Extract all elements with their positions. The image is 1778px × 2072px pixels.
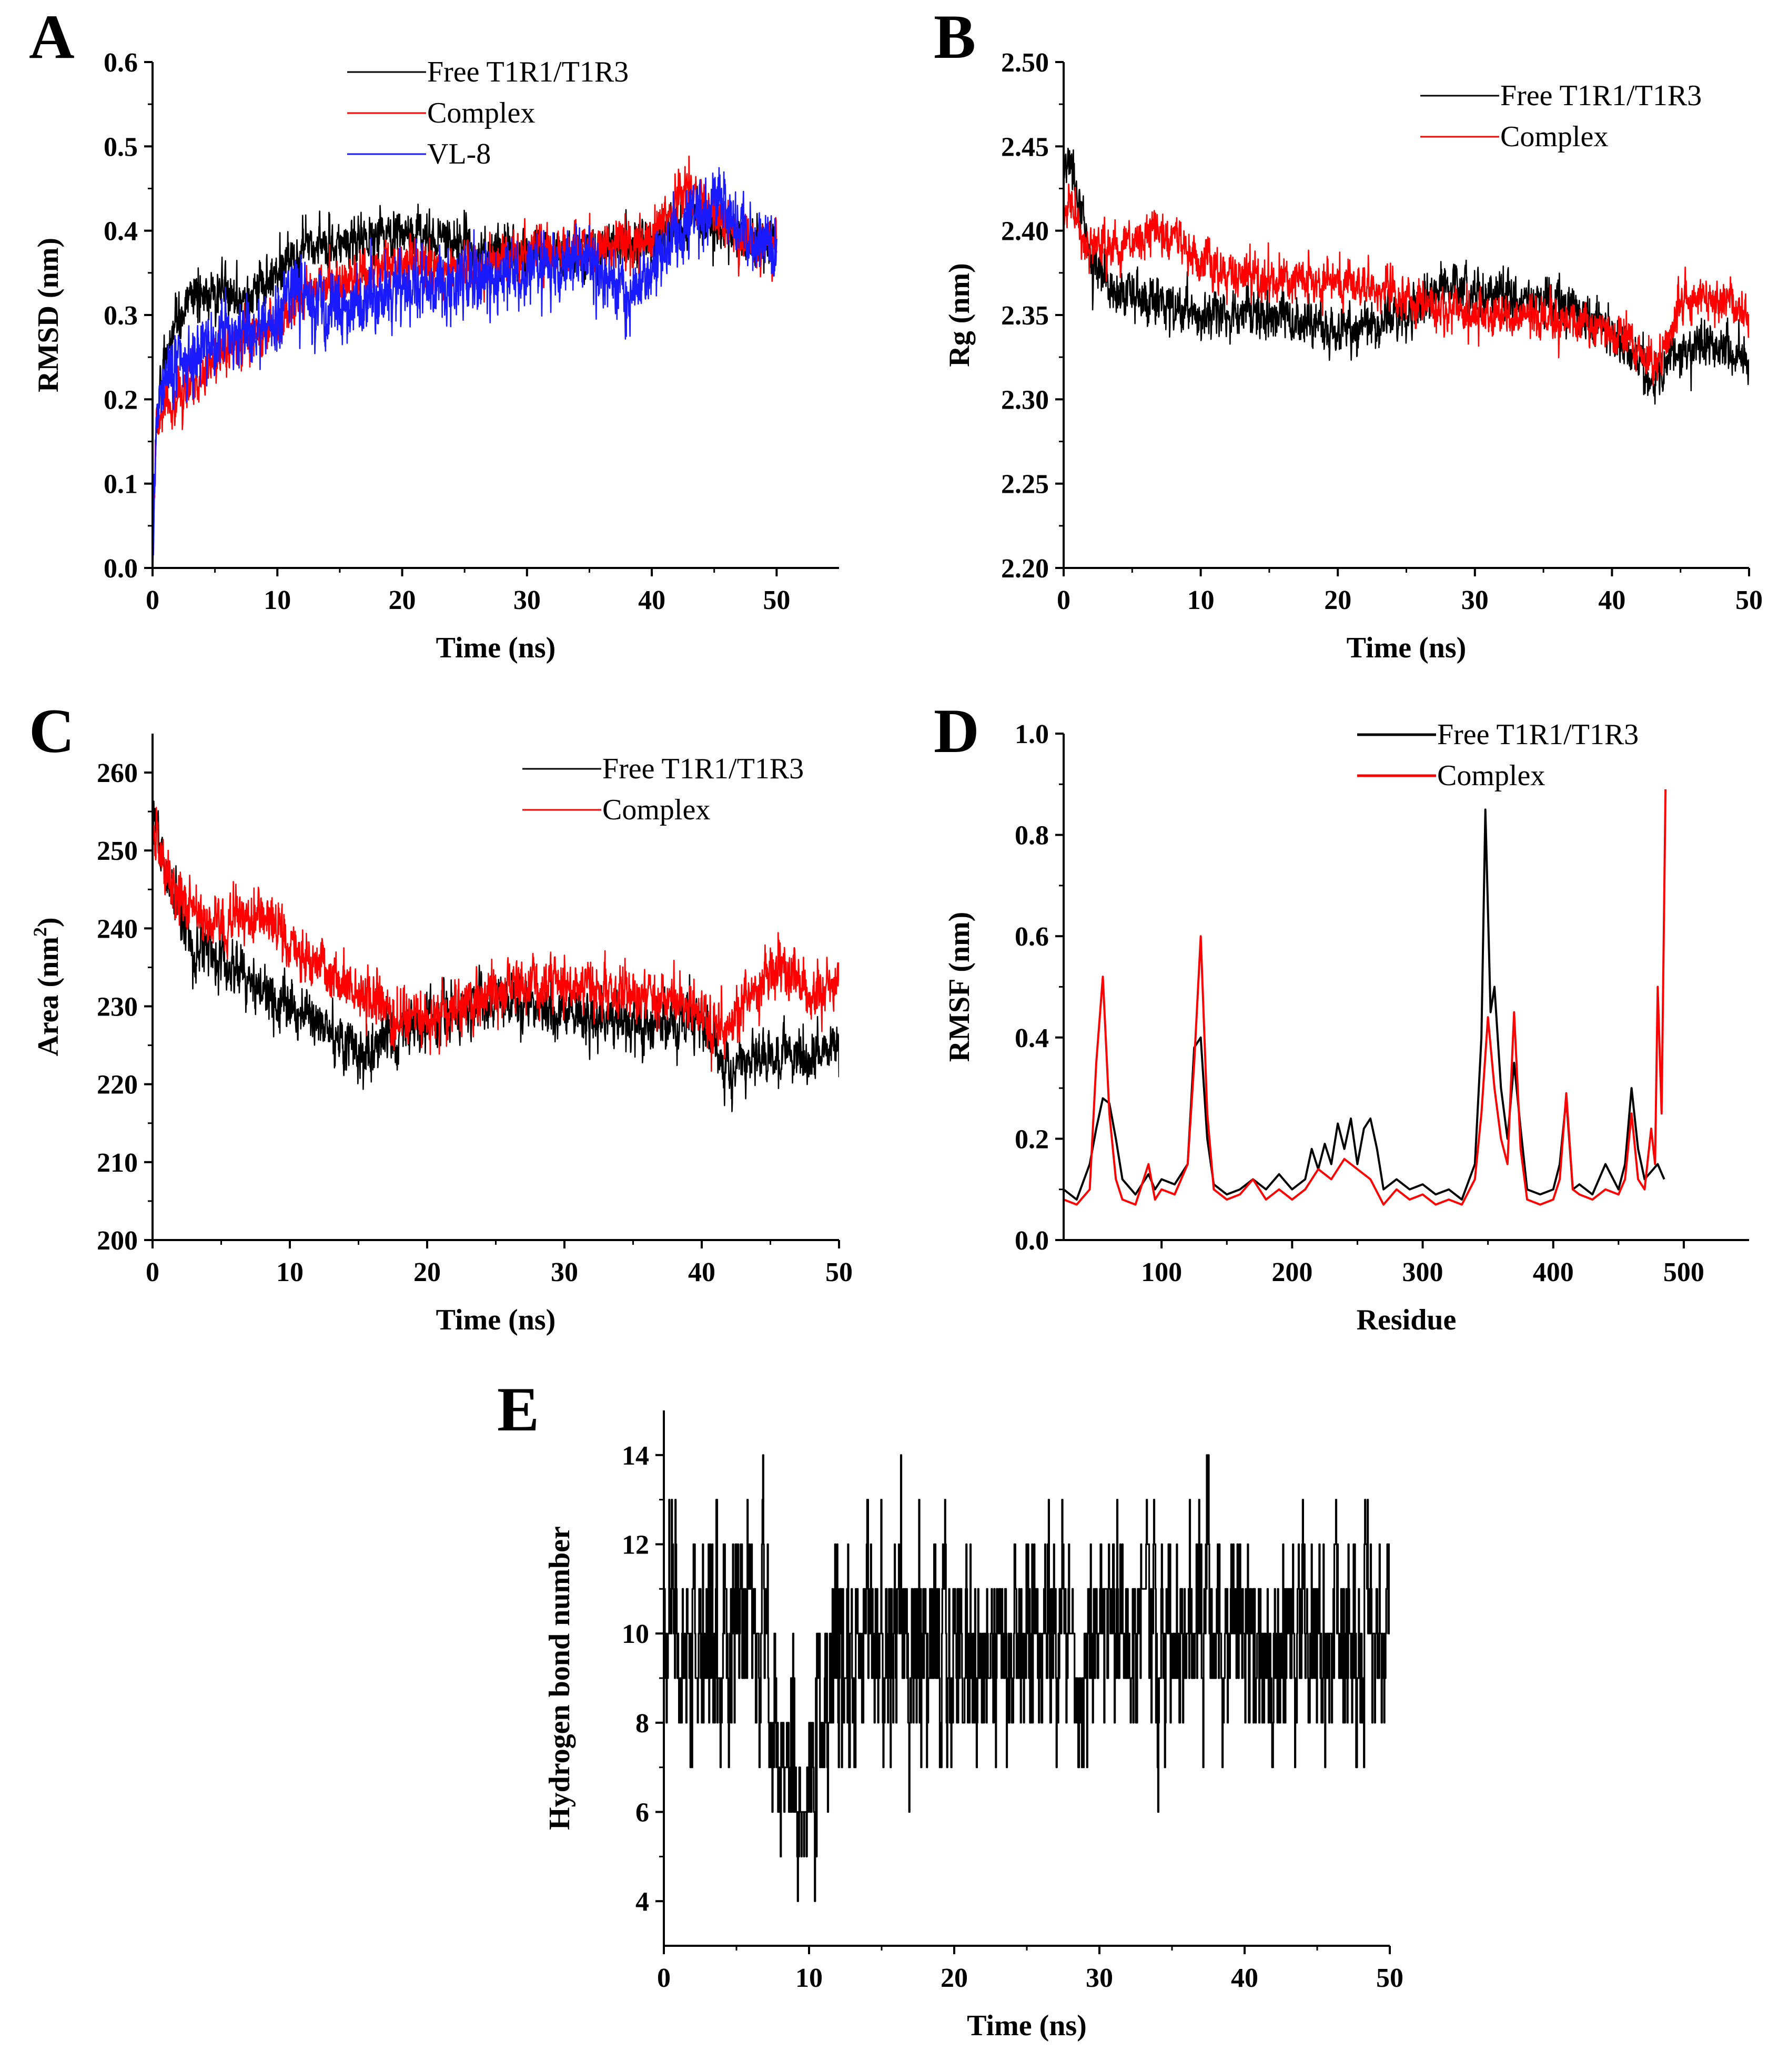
x-tick-label: 300: [1402, 1257, 1443, 1287]
y-axis-title: Rg (nm): [943, 263, 976, 367]
x-axis-title: Time (ns): [436, 632, 556, 664]
x-tick-label: 10: [1187, 585, 1215, 615]
x-tick-label: 10: [276, 1257, 304, 1287]
y-tick-label: 260: [97, 758, 138, 788]
y-tick-label: 0.5: [104, 132, 138, 162]
legend-entry: Free T1R1/T1R3: [1437, 718, 1639, 751]
y-tick-label: 2.35: [1001, 301, 1049, 331]
y-tick-label: 14: [622, 1441, 649, 1471]
y-tick-label: 220: [97, 1070, 138, 1100]
series-line-complex: [1064, 789, 1667, 1206]
y-tick-label: 1.0: [1015, 719, 1049, 749]
legend-entry: Complex: [1500, 120, 1608, 153]
y-tick-label: 0.6: [1015, 922, 1049, 952]
y-tick-label: 0.1: [104, 470, 138, 500]
series-line-free-t1r1-t1r3: [153, 796, 839, 1112]
x-tick-label: 30: [513, 585, 541, 615]
x-tick-label: 40: [1598, 585, 1625, 615]
x-tick-label: 10: [795, 1963, 823, 1993]
x-tick-label: 0: [146, 1257, 159, 1287]
y-tick-label: 210: [97, 1148, 138, 1178]
y-tick-label: 4: [635, 1887, 649, 1917]
y-tick-label: 6: [635, 1798, 649, 1828]
chart-panel-d: D 0.0 0.2 0.4 0.6 0.8 1.0 100 200 300 400 500 Residu…: [934, 696, 1749, 1336]
x-axis-title: Residue: [1357, 1304, 1457, 1336]
y-tick-label: 0.3: [104, 301, 138, 331]
chart-panel-a: A 0.0 0.1 0.2 0.3 0.4 0.5 0.6 0 10 20 30 40 50 Time (n…: [29, 2, 839, 664]
panel-label: A: [29, 2, 75, 72]
x-tick-label: 50: [825, 1257, 853, 1287]
legend-entry: VL-8: [427, 138, 491, 170]
y-axis-title: Area (nm2): [29, 917, 65, 1056]
x-axis-title: Time (ns): [1347, 632, 1467, 664]
y-tick-label: 2.40: [1001, 217, 1049, 247]
legend-entry: Free T1R1/T1R3: [427, 56, 629, 88]
x-tick-label: 40: [688, 1257, 715, 1287]
y-tick-label: 0.4: [104, 217, 138, 247]
y-tick-label: 0.0: [104, 554, 138, 584]
chart-panel-e: E 4 6 8 10 12 14 0 10 20 30 40 50 Time (ns) Hydrogen b…: [497, 1374, 1403, 2042]
x-tick-label: 20: [1324, 585, 1351, 615]
chart-panel-c: C 200 210 220 230 240 250 260 0 10 20 30 40 50 Time (n…: [29, 696, 853, 1336]
x-tick-label: 50: [763, 585, 790, 615]
y-tick-label: 240: [97, 914, 138, 944]
y-tick-label: 8: [635, 1709, 649, 1739]
x-tick-label: 50: [1735, 585, 1763, 615]
y-tick-label: 2.45: [1001, 132, 1049, 162]
x-tick-label: 0: [657, 1963, 671, 1993]
x-tick-label: 20: [389, 585, 416, 615]
x-axis-title: Time (ns): [436, 1304, 556, 1336]
y-tick-label: 200: [97, 1226, 138, 1256]
x-tick-label: 30: [1461, 585, 1489, 615]
y-axis-title: Hydrogen bond number: [543, 1526, 576, 1830]
y-tick-label: 230: [97, 992, 138, 1022]
panel-label: E: [497, 1374, 539, 1444]
x-tick-label: 20: [941, 1963, 968, 1993]
x-tick-label: 0: [1057, 585, 1070, 615]
x-tick-label: 500: [1663, 1257, 1704, 1287]
series-line-vl-8: [153, 167, 777, 568]
x-tick-label: 20: [413, 1257, 441, 1287]
x-tick-label: 30: [1086, 1963, 1113, 1993]
series-line-complex: [1064, 183, 1749, 387]
y-tick-label: 2.30: [1001, 385, 1049, 415]
y-tick-label: 0.0: [1015, 1226, 1049, 1256]
y-tick-label: 0.2: [1015, 1124, 1049, 1154]
series-line-hydrogen-bonds: [664, 1454, 1390, 1902]
x-tick-label: 40: [638, 585, 665, 615]
x-tick-label: 30: [551, 1257, 578, 1287]
y-tick-label: 2.25: [1001, 470, 1049, 500]
panel-label: C: [29, 696, 75, 766]
chart-panel-b: B 2.20 2.25 2.30 2.35 2.40 2.45 2.50 0 10 20 30 40 50…: [934, 2, 1763, 664]
y-tick-label: 2.50: [1001, 48, 1049, 78]
legend-entry: Free T1R1/T1R3: [602, 753, 804, 785]
legend-entry: Complex: [1437, 759, 1545, 792]
x-tick-label: 50: [1376, 1963, 1403, 1993]
x-tick-label: 200: [1271, 1257, 1312, 1287]
series-line-complex: [153, 807, 839, 1072]
y-tick-label: 12: [622, 1530, 649, 1560]
y-tick-label: 0.6: [104, 48, 138, 78]
x-axis-title: Time (ns): [967, 2009, 1087, 2042]
x-tick-label: 0: [146, 585, 159, 615]
y-tick-label: 2.20: [1001, 554, 1049, 584]
legend-entry: Free T1R1/T1R3: [1500, 79, 1702, 112]
panel-label: B: [934, 2, 976, 72]
y-axis-title: RMSF (nm): [943, 912, 976, 1062]
y-axis-title: RMSD (nm): [32, 238, 65, 392]
y-tick-label: 0.8: [1015, 821, 1049, 851]
x-tick-label: 40: [1231, 1963, 1258, 1993]
legend-entry: Complex: [427, 97, 535, 129]
y-tick-label: 250: [97, 836, 138, 866]
series-line-free-t1r1-t1r3: [1064, 808, 1665, 1201]
x-tick-label: 10: [264, 585, 291, 615]
x-tick-label: 100: [1141, 1257, 1182, 1287]
y-tick-label: 10: [622, 1619, 649, 1649]
legend-entry: Complex: [602, 794, 710, 826]
x-tick-label: 400: [1533, 1257, 1574, 1287]
panel-label: D: [934, 696, 979, 766]
y-tick-label: 0.2: [104, 385, 138, 415]
y-tick-label: 0.4: [1015, 1023, 1049, 1053]
